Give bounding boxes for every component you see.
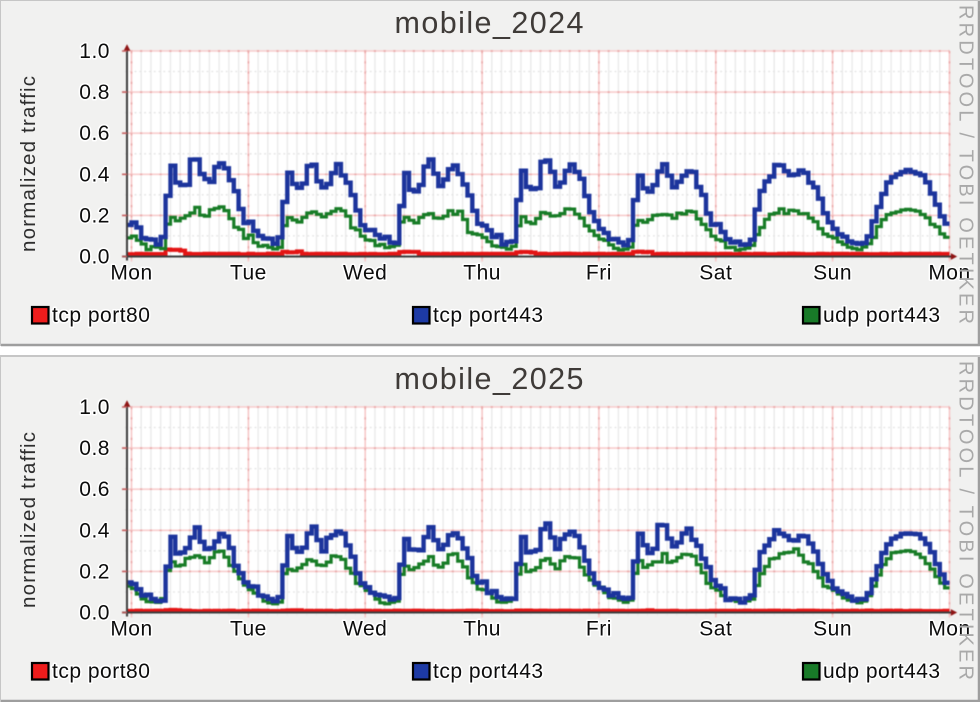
svg-text:0.6: 0.6 bbox=[79, 478, 110, 501]
svg-text:tcp port443: tcp port443 bbox=[433, 660, 544, 683]
svg-text:Mon: Mon bbox=[928, 262, 970, 285]
svg-text:Wed: Wed bbox=[343, 262, 387, 285]
svg-text:mobile_2024: mobile_2024 bbox=[395, 6, 584, 40]
svg-text:Tue: Tue bbox=[230, 618, 267, 641]
svg-text:tcp port443: tcp port443 bbox=[433, 304, 544, 327]
svg-text:Sun: Sun bbox=[813, 262, 852, 285]
svg-text:Sun: Sun bbox=[813, 618, 852, 641]
svg-text:normalized traffic: normalized traffic bbox=[17, 76, 40, 252]
svg-text:Mon: Mon bbox=[928, 618, 970, 641]
svg-text:mobile_2025: mobile_2025 bbox=[395, 362, 584, 396]
svg-text:0.4: 0.4 bbox=[79, 163, 110, 186]
svg-text:0.0: 0.0 bbox=[79, 602, 110, 625]
svg-text:udp port443: udp port443 bbox=[823, 660, 941, 683]
svg-text:1.0: 1.0 bbox=[79, 396, 110, 419]
svg-text:Mon: Mon bbox=[110, 262, 152, 285]
svg-text:Wed: Wed bbox=[343, 618, 387, 641]
svg-text:RRDTOOL / TOBI OETIKER: RRDTOOL / TOBI OETIKER bbox=[955, 361, 977, 681]
svg-text:0.2: 0.2 bbox=[79, 560, 110, 583]
svg-text:Fri: Fri bbox=[586, 262, 612, 285]
svg-text:Mon: Mon bbox=[110, 618, 152, 641]
svg-text:tcp port80: tcp port80 bbox=[52, 660, 150, 683]
svg-text:0.4: 0.4 bbox=[79, 519, 110, 542]
svg-text:0.2: 0.2 bbox=[79, 204, 110, 227]
svg-text:0.8: 0.8 bbox=[79, 81, 110, 104]
svg-text:udp port443: udp port443 bbox=[823, 304, 941, 327]
svg-text:RRDTOOL / TOBI OETIKER: RRDTOOL / TOBI OETIKER bbox=[955, 5, 977, 325]
svg-text:normalized traffic: normalized traffic bbox=[17, 432, 40, 608]
svg-text:0.6: 0.6 bbox=[79, 122, 110, 145]
svg-text:0.8: 0.8 bbox=[79, 437, 110, 460]
svg-text:Thu: Thu bbox=[463, 262, 501, 285]
svg-text:Sat: Sat bbox=[699, 618, 732, 641]
svg-text:Fri: Fri bbox=[586, 618, 612, 641]
svg-text:tcp port80: tcp port80 bbox=[52, 304, 150, 327]
svg-text:0.0: 0.0 bbox=[79, 246, 110, 269]
svg-text:Sat: Sat bbox=[699, 262, 732, 285]
svg-text:Thu: Thu bbox=[463, 618, 501, 641]
svg-text:Tue: Tue bbox=[230, 262, 267, 285]
svg-text:1.0: 1.0 bbox=[79, 40, 110, 63]
